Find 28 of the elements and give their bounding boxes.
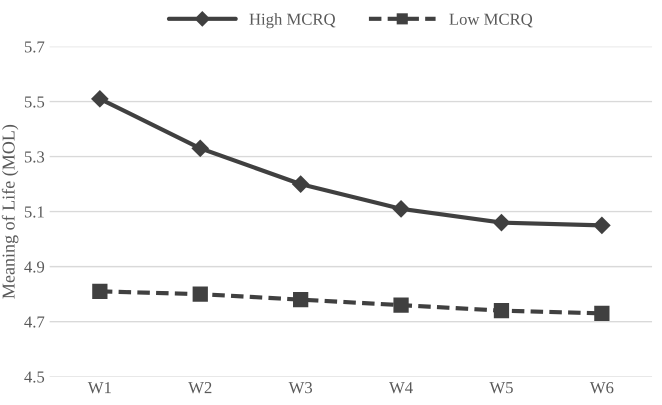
point: [192, 286, 208, 302]
point: [91, 90, 109, 108]
point: [292, 175, 310, 193]
point: [392, 200, 410, 218]
legend-label: Low MCRQ: [449, 14, 532, 28]
y-tick-label: 4.7: [24, 316, 44, 328]
point: [594, 306, 610, 322]
point: [293, 292, 308, 308]
x-tick-label: W1: [88, 382, 111, 394]
point: [393, 297, 409, 313]
x-tick-label: W4: [389, 382, 413, 394]
point: [92, 284, 108, 300]
y-tick-label: 4.9: [24, 261, 44, 273]
point: [494, 302, 510, 318]
point: [492, 214, 510, 232]
legend-label: High MCRQ: [249, 13, 336, 28]
x-tick-label: W2: [188, 382, 212, 394]
x-tick-label: W3: [288, 382, 312, 394]
y-tick-label: 4.5: [24, 371, 44, 383]
y-tick-label: 5.1: [24, 206, 44, 218]
x-tick-label: W5: [489, 382, 513, 394]
y-tick-label: 5.5: [24, 96, 44, 108]
y-tick-label: 5.7: [24, 41, 44, 53]
y-tick-label: 5.3: [24, 151, 44, 163]
y-axis-title: Meaning of Life (MOL): [2, 124, 18, 299]
point: [593, 216, 611, 234]
x-tick-label: W6: [590, 382, 614, 394]
point: [191, 140, 210, 158]
